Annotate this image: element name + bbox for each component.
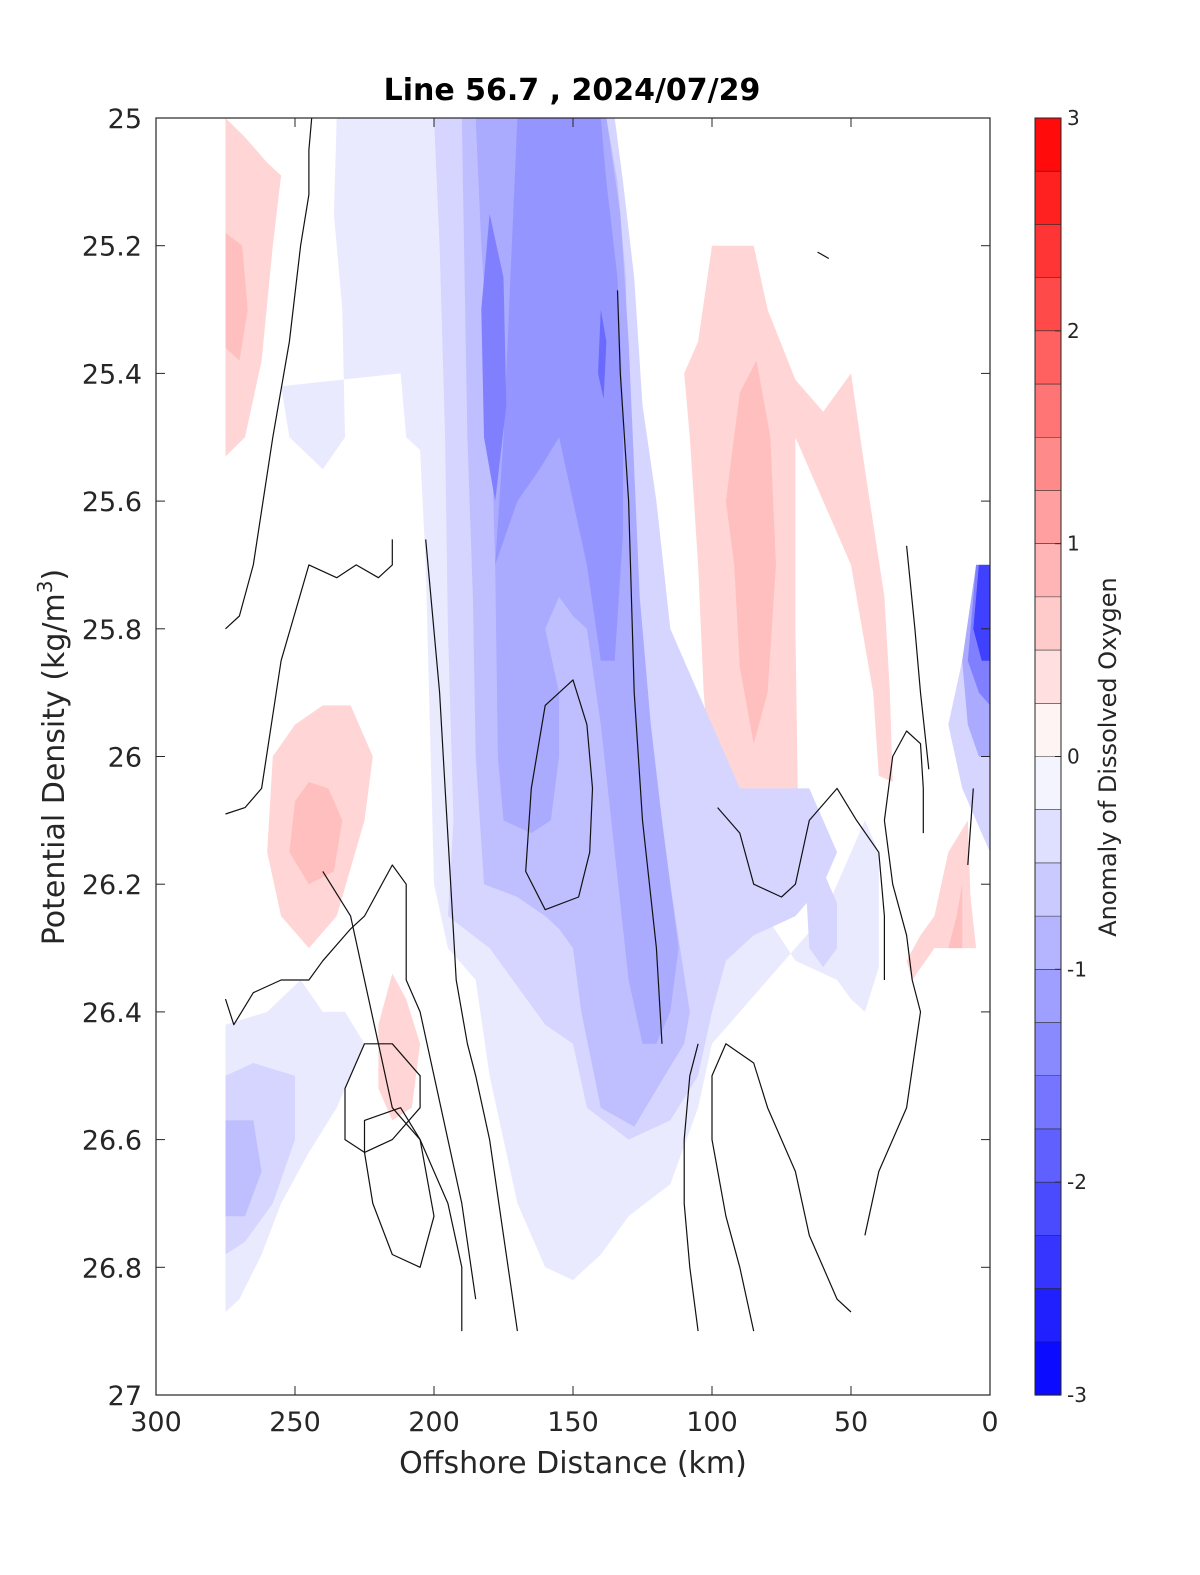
zero-contour-10 [717,787,886,980]
colorbar: -3 -2 -1 0 1 2 3 [1034,106,1087,1407]
anomaly-region-blue-core-120 [645,999,668,1032]
chart-title: Line 56.7 , 2024/07/29 [384,73,761,108]
y-tick-label-25: 25 [108,104,142,135]
colorbar-segment-12 [1035,703,1061,758]
anomaly-region-blue-right-patch [806,871,838,968]
zero-contour-1 [225,118,313,630]
y-tick-label-25.6: 25.6 [82,487,142,518]
colorbar-segment-24 [1035,1341,1061,1396]
zero-contour-9 [967,788,974,866]
y-axis-label-main: Potential Density (kg/m [37,593,72,945]
anomaly-fills [225,118,990,1312]
y-axis-label-superscript: 3 [33,580,57,593]
colorbar-segment-8 [1035,490,1061,545]
colorbar-tick-label-3: 3 [1067,106,1080,130]
x-tick-label-150: 150 [547,1407,599,1438]
colorbar-segment-16 [1035,916,1061,970]
zero-contour-4 [225,539,393,815]
colorbar-segment-23 [1035,1288,1061,1343]
anomaly-region-red-core-coast [948,884,963,949]
colorbar-segment-22 [1035,1235,1061,1290]
zero-contour-8 [864,730,924,1236]
anomaly-region-blue-offshore-lower-core [225,1120,262,1217]
x-tick-label-250: 250 [269,1407,321,1438]
zero-contour-2 [616,290,663,1044]
x-tick-label-200: 200 [408,1407,460,1438]
anomaly-region-blue-coast-4 [973,564,990,661]
colorbar-segment-21 [1035,1182,1061,1236]
y-tick-label-25.8: 25.8 [82,615,142,646]
y-tick-label-27: 27 [108,1381,142,1412]
colorbar-tick-label-2: 2 [1067,319,1080,343]
anomaly-region-red-band-offshore-upper [225,118,282,457]
colorbar-segment-15 [1035,862,1061,917]
anomaly-region-blue-core-140 [598,309,607,399]
colorbar-segment-20 [1035,1128,1061,1183]
x-tick-label-0: 0 [981,1407,998,1438]
colorbar-segment-13 [1035,756,1061,811]
x-axis-ticks: 300 250 200 150 100 50 0 [130,118,999,1438]
colorbar-segment-11 [1035,650,1061,704]
colorbar-segment-14 [1035,809,1061,864]
zero-contour-5 [425,539,518,1332]
zero-contour-12 [322,871,463,1332]
colorbar-tick-label--3: -3 [1067,1383,1087,1407]
anomaly-region-blue-level-5 [495,118,623,661]
anomaly-region-red-core-offshore-upper [225,232,248,361]
y-tick-label-25.2: 25.2 [82,232,142,263]
colorbar-segment-10 [1035,596,1061,651]
zero-contour-16 [683,1043,699,1332]
colorbar-tick-label-0: 0 [1067,745,1080,769]
anomaly-region-red-band-mid-right [684,245,893,821]
y-tick-label-26.8: 26.8 [82,1253,142,1284]
zero-contour-lines [224,118,974,1332]
colorbar-segment-17 [1035,969,1061,1024]
colorbar-segment-3 [1035,224,1061,279]
y-tick-label-26.2: 26.2 [82,870,142,901]
y-tick-label-26: 26 [108,743,142,774]
colorbar-segment-19 [1035,1075,1061,1130]
y-axis-label-close: ) [37,569,72,581]
colorbar-segment-2 [1035,171,1061,226]
anomaly-region-red-core-mid-right [725,360,776,744]
x-axis-label: Offshore Distance (km) [399,1446,747,1481]
y-axis-label: Potential Density (kg/m3) [33,569,72,945]
zero-contour-3 [817,251,830,260]
colorbar-segment-4 [1035,277,1061,332]
x-tick-label-100: 100 [686,1407,738,1438]
anomaly-region-red-core-offshore-mid [289,782,343,885]
y-tick-label-26.4: 26.4 [82,998,142,1029]
zero-contour-7 [906,545,930,770]
zero-contour-14 [363,1107,435,1268]
anomaly-region-blue-offshore-lower-outer [225,980,365,1312]
zero-contour-13 [344,1043,421,1154]
zero-contour-6 [525,679,594,911]
y-tick-label-26.6: 26.6 [82,1126,142,1157]
y-tick-label-25.4: 25.4 [82,359,142,390]
colorbar-tick-label--1: -1 [1067,957,1087,981]
colorbar-segment-7 [1035,437,1061,492]
anomaly-region-blue-level-6 [481,213,507,502]
colorbar-segment-18 [1035,1022,1061,1077]
colorbar-segment-5 [1035,330,1061,385]
colorbar-segment-6 [1035,384,1061,438]
x-tick-label-50: 50 [834,1407,868,1438]
anomaly-region-red-patch-mid-lower [378,973,421,1121]
x-tick-label-300: 300 [130,1407,182,1438]
colorbar-tick-label-1: 1 [1067,532,1080,556]
colorbar-label: Anomaly of Dissolved Oxygen [1094,577,1122,937]
zero-contour-15 [711,1043,852,1332]
colorbar-tick-label--2: -2 [1067,1170,1087,1194]
colorbar-segment-9 [1035,543,1061,598]
y-axis-ticks: 25 25.2 25.4 25.6 25.8 26 26.2 26.4 26.6 26.8 27 [82,104,990,1412]
zero-contour-11 [224,864,477,1300]
colorbar-segment-1 [1035,118,1061,172]
